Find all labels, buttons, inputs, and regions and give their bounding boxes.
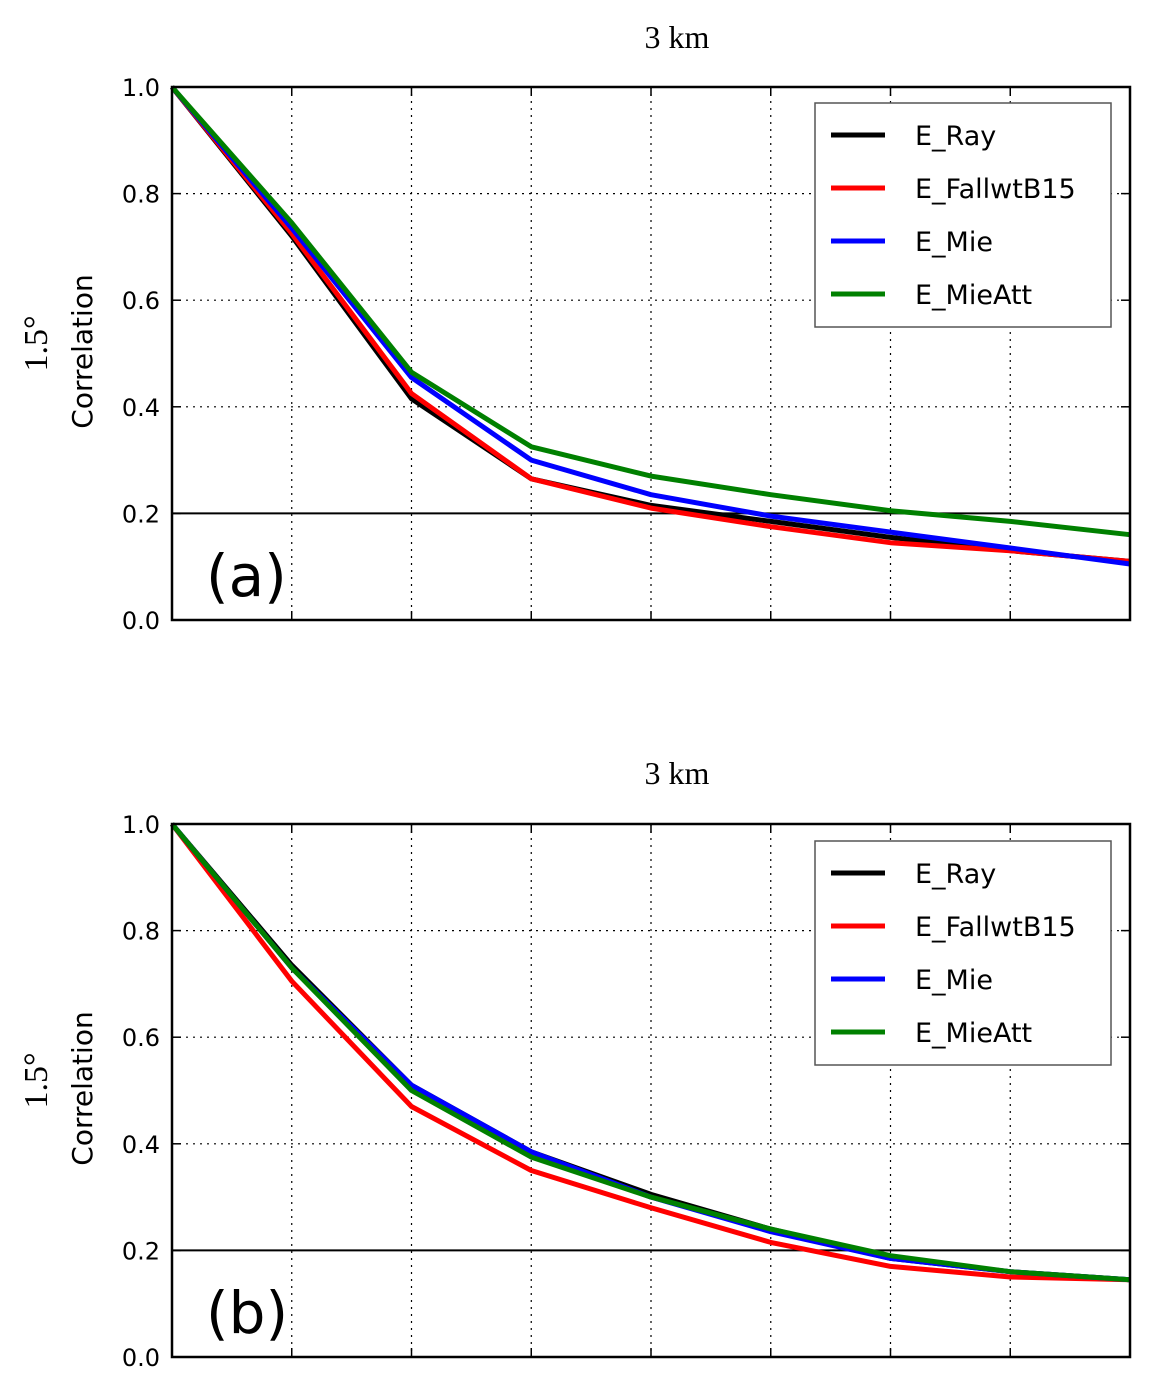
chart-panel-a: 3 km 1.5° Correlation 0.0 0.2 0.4 0.6 0.8 1.0 E_R… — [18, 19, 1132, 635]
y-tick-label: 0.2 — [122, 1237, 160, 1265]
legend-label: E_MieAtt — [915, 280, 1032, 311]
panel-label: (a) — [206, 542, 287, 610]
series-line-e-fallwtb15 — [170, 85, 1131, 564]
legend-label: E_FallwtB15 — [915, 912, 1076, 943]
y-tick-label: 1.0 — [122, 74, 160, 102]
y-tick-label: 0.0 — [122, 607, 160, 635]
y-tick-label: 1.0 — [122, 811, 160, 839]
plot-frame — [170, 85, 1132, 622]
row-label: 1.5° — [18, 1052, 55, 1108]
panel-label: (b) — [206, 1279, 288, 1347]
legend-box — [814, 840, 1112, 1066]
legend-label: E_MieAtt — [915, 1018, 1032, 1049]
legend-label: E_Ray — [915, 859, 996, 890]
series-line-e-mieatt — [170, 85, 1131, 538]
y-tick-label: 0.2 — [122, 500, 160, 528]
y-tick-label: 0.6 — [122, 1024, 160, 1052]
legend-label: E_Ray — [915, 121, 996, 152]
y-tick-label: 0.4 — [122, 1131, 160, 1159]
legend: E_Ray E_FallwtB15 E_Mie E_MieAtt — [814, 840, 1112, 1066]
y-tick-label: 0.6 — [122, 287, 160, 315]
y-axis-label: Correlation — [66, 1011, 99, 1165]
y-tick-label: 0.8 — [122, 918, 160, 946]
legend-box — [814, 102, 1112, 328]
row-label: 1.5° — [18, 315, 55, 371]
legend-label: E_Mie — [915, 227, 993, 258]
legend: E_Ray E_FallwtB15 E_Mie E_MieAtt — [814, 102, 1112, 328]
chart-title: 3 km — [645, 755, 710, 791]
legend-label: E_FallwtB15 — [915, 174, 1076, 205]
plot-frame — [170, 822, 1132, 1359]
series-line-e-mieatt — [170, 822, 1131, 1283]
chart-panel-b: 3 km 1.5° Correlation 0.0 0.2 0.4 0.6 0.8 1.0 E_R… — [18, 755, 1132, 1372]
y-tick-label: 0.0 — [122, 1344, 160, 1372]
legend-label: E_Mie — [915, 965, 993, 996]
series-line-e-mie — [170, 85, 1131, 567]
series-line-e-fallwtb15 — [170, 822, 1131, 1283]
y-axis-label: Correlation — [66, 274, 99, 428]
y-tick-label: 0.4 — [122, 394, 160, 422]
chart-title: 3 km — [645, 19, 710, 55]
y-tick-label: 0.8 — [122, 181, 160, 209]
